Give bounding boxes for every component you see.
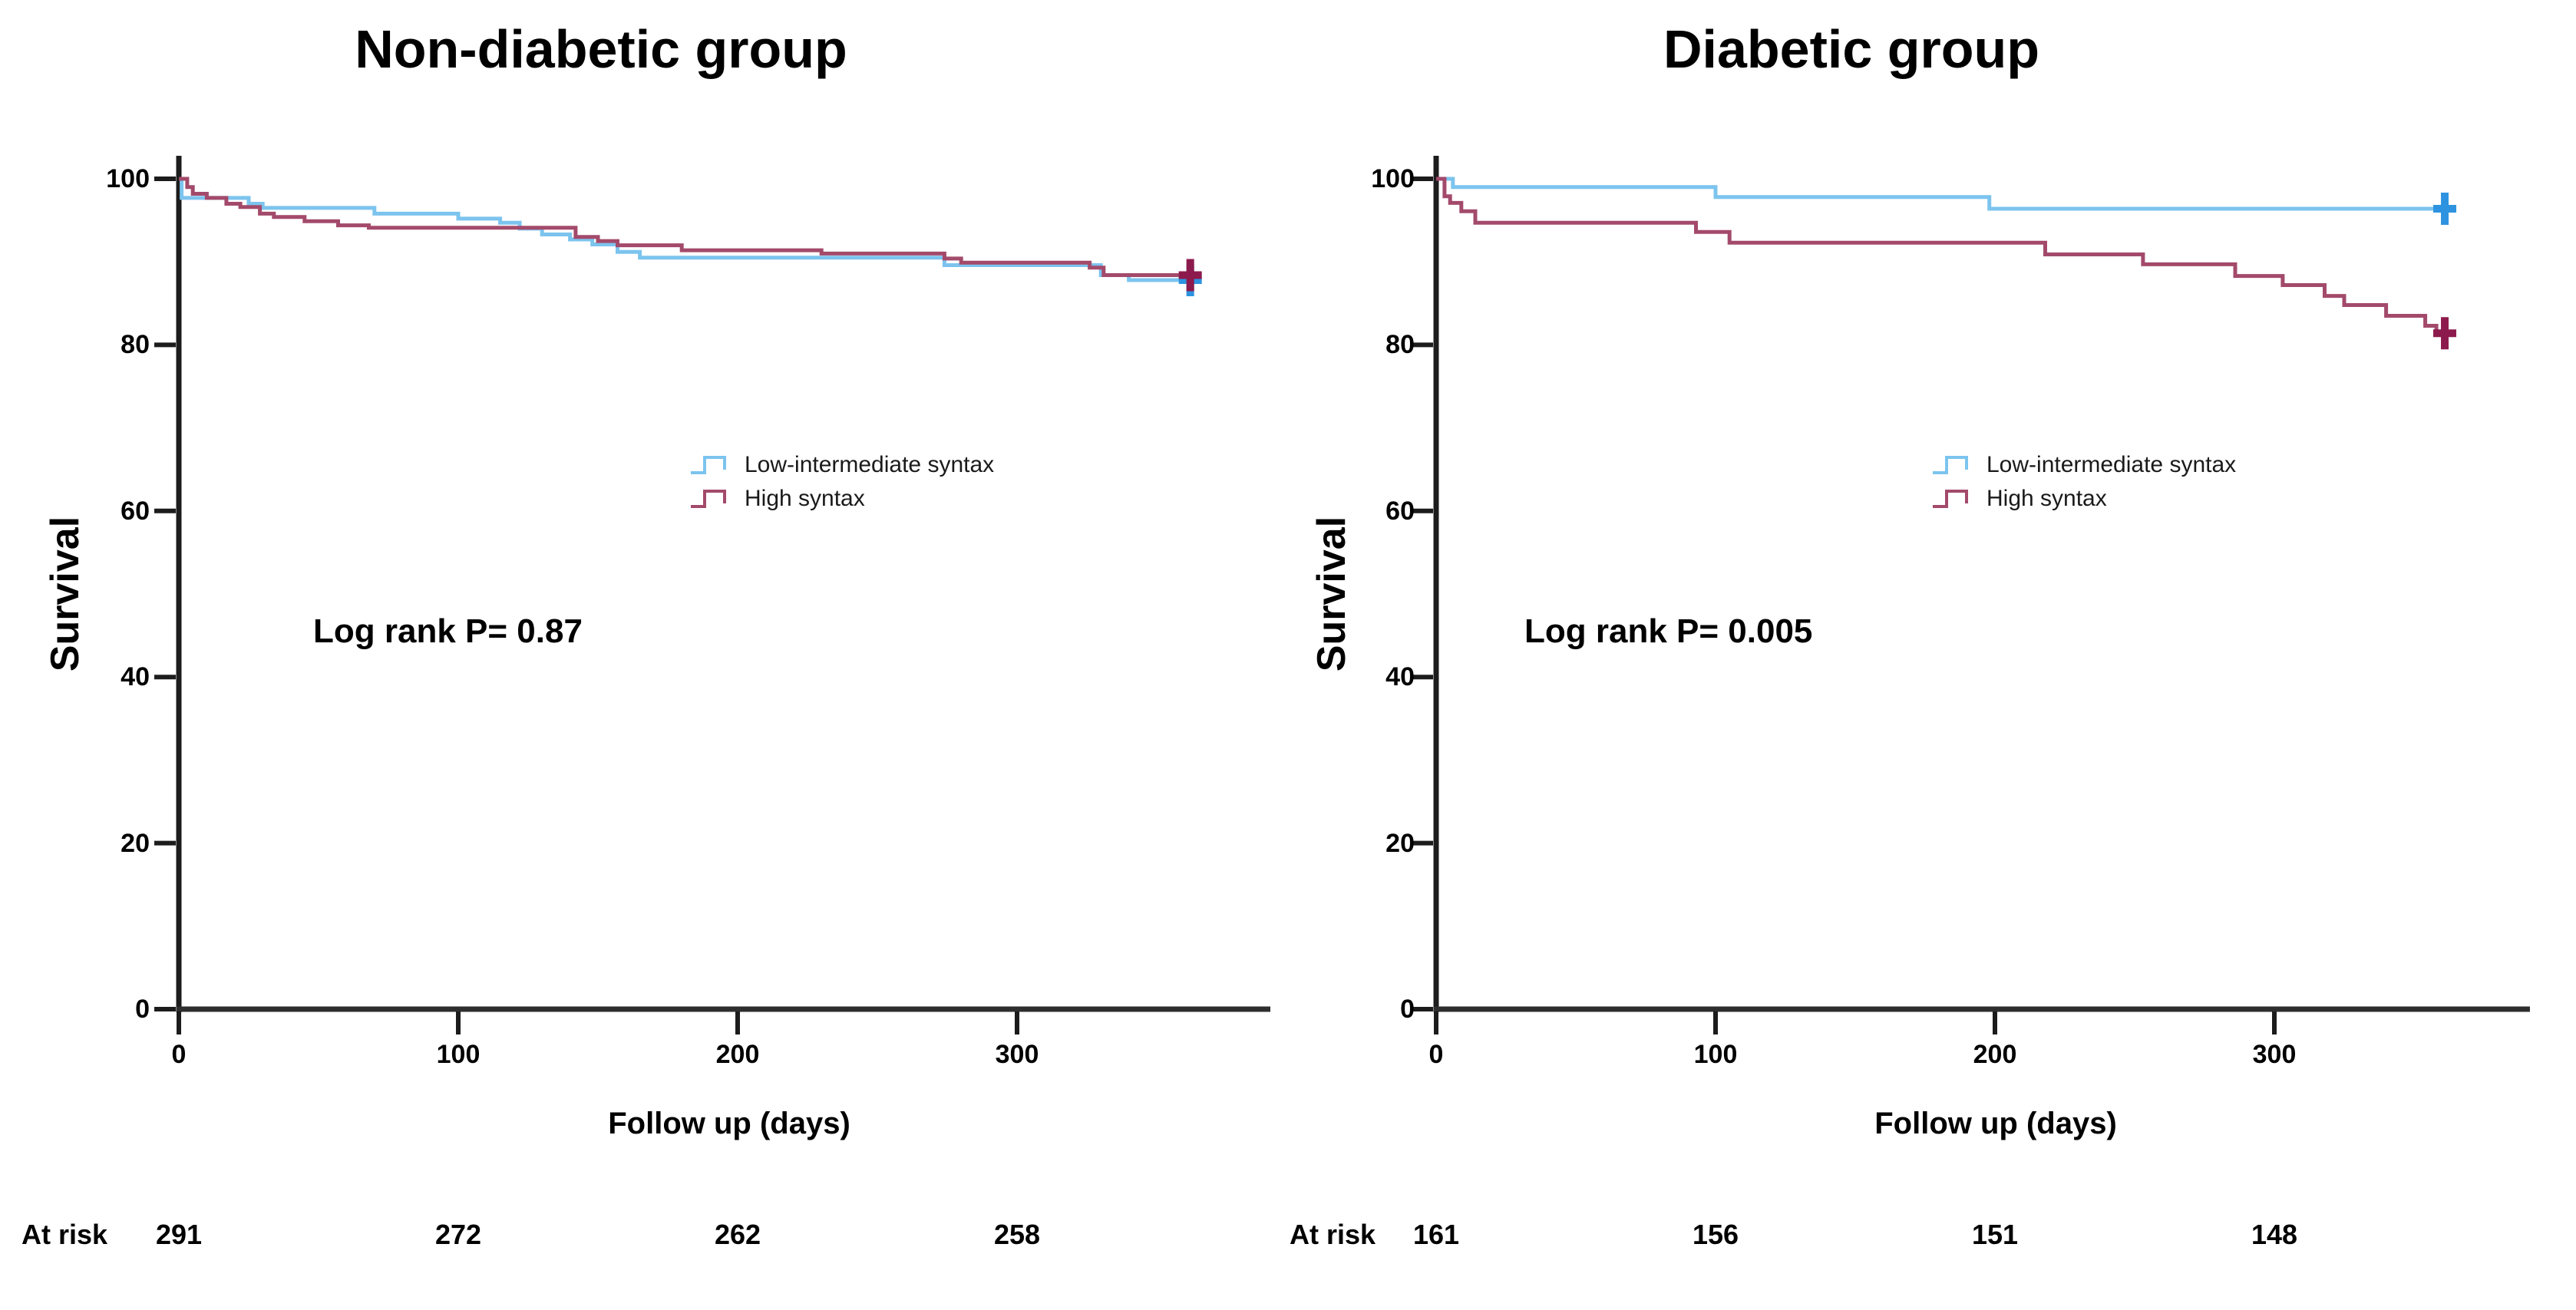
x-tick-label-200: 200 xyxy=(715,1040,760,1069)
legend: Low-intermediate syntax High syntax xyxy=(689,451,994,513)
y-axis-title-survival: Survival xyxy=(43,516,88,672)
legend-item-high-syntax: High syntax xyxy=(689,485,994,513)
y-axis-title-survival: Survival xyxy=(1309,516,1354,672)
legend: Low-intermediate syntax High syntax xyxy=(1931,451,2236,513)
km-curve xyxy=(179,177,1194,282)
at-risk-value: 151 xyxy=(1971,1219,2019,1250)
y-tick-label-40: 40 xyxy=(1385,662,1415,691)
step-line-icon xyxy=(691,456,726,474)
y-tick-label-20: 20 xyxy=(121,829,150,858)
y-tick-label-100: 100 xyxy=(106,164,150,193)
x-axis-title: Follow up (days) xyxy=(608,1107,850,1140)
x-tick-label-200: 200 xyxy=(1973,1040,2017,1069)
x-axis-title: Follow up (days) xyxy=(1874,1107,2117,1140)
at-risk-value: 161 xyxy=(1412,1219,1460,1250)
y-tick-label-40: 40 xyxy=(121,662,150,691)
at-risk-value: 291 xyxy=(155,1219,203,1250)
x-tick-label-300: 300 xyxy=(2252,1040,2297,1069)
y-tick-label-80: 80 xyxy=(1385,330,1415,359)
step-line-icon xyxy=(691,490,726,508)
km-curve xyxy=(1436,177,2451,335)
at-risk-value: 148 xyxy=(2251,1219,2298,1250)
y-tick-label-60: 60 xyxy=(121,497,150,526)
panel-title-non-diabetic: Non-diabetic group xyxy=(355,19,847,79)
log-rank-annotation: Log rank P= 0.005 xyxy=(1524,612,1813,650)
x-tick-label-0: 0 xyxy=(171,1040,187,1069)
legend-label: High syntax xyxy=(745,486,865,511)
legend-item-low-intermediate: Low-intermediate syntax xyxy=(1931,451,2236,479)
km-curve xyxy=(179,177,1194,277)
at-risk-value: 272 xyxy=(434,1219,482,1250)
panel-title-diabetic: Diabetic group xyxy=(1663,19,2040,79)
x-tick-label-100: 100 xyxy=(436,1040,481,1069)
at-risk-value: 258 xyxy=(993,1219,1041,1250)
step-line-icon xyxy=(1933,490,1968,508)
step-line-icon xyxy=(1933,456,1968,474)
legend-label: High syntax xyxy=(1986,486,2107,511)
km-curve xyxy=(1436,177,2451,211)
log-rank-annotation: Log rank P= 0.87 xyxy=(313,612,583,650)
y-tick-label-0: 0 xyxy=(1400,995,1415,1024)
y-tick-label-60: 60 xyxy=(1385,497,1415,526)
y-tick-label-80: 80 xyxy=(121,330,150,359)
at-risk-label: At risk xyxy=(1290,1219,1376,1250)
x-tick-label-100: 100 xyxy=(1693,1040,1738,1069)
x-tick-label-300: 300 xyxy=(995,1040,1039,1069)
y-tick-label-20: 20 xyxy=(1385,829,1415,858)
at-risk-value: 156 xyxy=(1692,1219,1739,1250)
legend-item-low-intermediate: Low-intermediate syntax xyxy=(689,451,994,479)
legend-label: Low-intermediate syntax xyxy=(745,452,995,477)
y-tick-label-100: 100 xyxy=(1371,164,1415,193)
at-risk-label: At risk xyxy=(21,1219,108,1250)
y-tick-label-0: 0 xyxy=(135,995,150,1024)
x-tick-label-0: 0 xyxy=(1428,1040,1444,1069)
at-risk-value: 262 xyxy=(714,1219,761,1250)
legend-label: Low-intermediate syntax xyxy=(1986,452,2237,477)
legend-item-high-syntax: High syntax xyxy=(1931,485,2236,513)
